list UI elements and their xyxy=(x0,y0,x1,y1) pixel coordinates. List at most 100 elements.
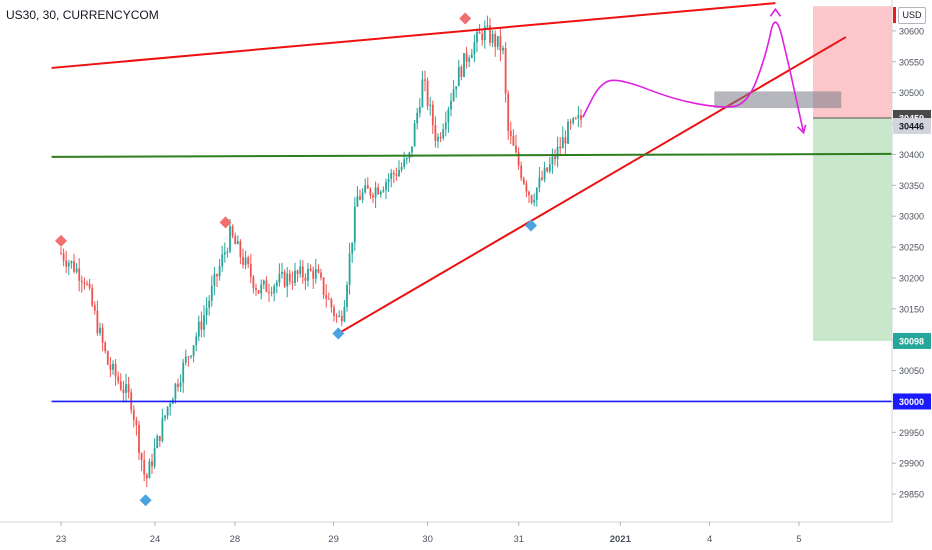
candle-body xyxy=(564,137,567,144)
candle-body xyxy=(361,192,364,200)
candle-body xyxy=(236,241,239,245)
candle-body xyxy=(561,137,564,149)
swing-high-marker xyxy=(459,12,472,25)
candle-body xyxy=(431,104,434,126)
candle-body xyxy=(143,460,146,475)
candle-body xyxy=(447,109,450,123)
candle-body xyxy=(312,270,315,279)
candle-body xyxy=(327,298,330,300)
candle-body xyxy=(275,282,278,287)
candle-body xyxy=(548,164,551,172)
candle-body xyxy=(473,42,476,55)
candle-body xyxy=(530,195,533,203)
candle-body xyxy=(535,187,538,200)
candle-body xyxy=(455,86,458,90)
candle-body xyxy=(93,305,96,311)
x-tick-label: 4 xyxy=(707,534,712,545)
candle-body xyxy=(554,156,556,160)
candle-body xyxy=(190,355,192,357)
candle-body xyxy=(216,274,218,277)
currency-button[interactable]: USD xyxy=(898,7,926,24)
candle-body xyxy=(291,281,294,283)
candle-body xyxy=(91,287,94,306)
horizontal-green-line xyxy=(51,152,932,158)
candle-body xyxy=(127,384,130,393)
x-tick-label: 30 xyxy=(422,534,433,545)
swing-low-marker xyxy=(139,494,152,507)
candle-body xyxy=(494,33,497,47)
candle-body xyxy=(184,356,187,363)
candle-body xyxy=(60,253,62,255)
x-tick-label: 5 xyxy=(796,534,801,545)
candle-body xyxy=(385,182,387,191)
y-tick-label: 30600 xyxy=(899,26,924,36)
candle-body xyxy=(442,129,445,138)
candle-body xyxy=(387,179,390,183)
drawings[interactable] xyxy=(51,2,932,491)
projection-arrowhead-down xyxy=(797,124,807,135)
candle-body xyxy=(252,276,255,289)
candle-body xyxy=(346,284,348,307)
candle-body xyxy=(392,172,395,175)
candle-body xyxy=(429,104,432,106)
candle-body xyxy=(304,277,307,281)
candle-body xyxy=(164,415,166,419)
price-badge-label: 30446 xyxy=(899,122,924,132)
candle-body xyxy=(522,178,525,184)
candle-body xyxy=(101,327,104,343)
candle-body xyxy=(286,273,289,287)
candle-body xyxy=(483,26,486,41)
candle-body xyxy=(80,280,83,283)
candle-body xyxy=(369,188,372,196)
candle-body xyxy=(374,187,377,198)
candle-body xyxy=(109,364,112,370)
candle-body xyxy=(229,226,231,252)
swing-low-marker xyxy=(525,219,537,232)
candle-body xyxy=(88,283,91,288)
candle-body xyxy=(119,381,122,390)
candle-body xyxy=(343,306,346,322)
candle-body xyxy=(372,195,374,198)
projection-path xyxy=(581,21,805,133)
candle-body xyxy=(424,79,426,81)
candle-body xyxy=(234,236,237,245)
candle-body xyxy=(153,448,156,467)
candle-body xyxy=(322,277,325,296)
candles xyxy=(60,15,582,488)
candle-body xyxy=(132,409,135,420)
rising-support-line xyxy=(337,36,847,335)
candle-body xyxy=(452,89,455,101)
candle-body xyxy=(195,336,198,346)
candle-body xyxy=(465,53,468,62)
candle-body xyxy=(353,206,356,243)
candle-body xyxy=(476,31,478,43)
candle-body xyxy=(218,266,221,277)
candle-body xyxy=(567,121,569,144)
candle-body xyxy=(244,257,247,265)
candle-body xyxy=(400,166,403,170)
candle-body xyxy=(515,145,517,153)
time-axis[interactable]: 23 24 28 29 30 31 2021 4 5 xyxy=(0,521,892,545)
candle-body xyxy=(200,321,203,330)
projection-arrowhead-up xyxy=(769,7,782,17)
candle-body xyxy=(580,115,582,120)
candle-body xyxy=(520,165,523,179)
candle-body xyxy=(481,33,484,41)
candle-body xyxy=(122,389,125,393)
x-tick-label: 28 xyxy=(230,534,241,545)
candle-body xyxy=(569,121,572,123)
candle-body xyxy=(301,266,304,278)
candle-body xyxy=(496,36,499,47)
price-axis[interactable]: 2985029900299503000030050301003015030200… xyxy=(891,0,932,550)
candle-body xyxy=(86,283,88,285)
candle-body xyxy=(551,156,554,165)
candle-body xyxy=(67,263,70,267)
candle-body xyxy=(148,461,151,479)
candle-body xyxy=(338,315,341,317)
candle-body xyxy=(364,185,367,193)
y-tick-label: 30050 xyxy=(899,366,924,376)
candle-body xyxy=(491,33,494,43)
candle-body xyxy=(213,274,216,286)
candle-body xyxy=(382,190,385,192)
